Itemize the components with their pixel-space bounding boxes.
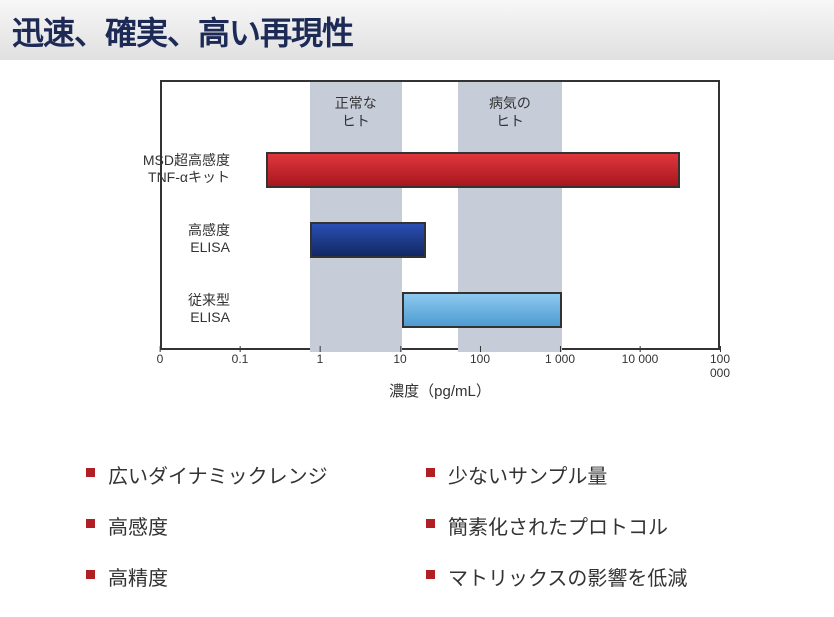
bar-msd bbox=[266, 152, 680, 188]
bar-label-hs-elisa: 高感度ELISA bbox=[80, 222, 230, 256]
bar-hs-elisa bbox=[310, 222, 426, 258]
bar-label-msd: MSD超高感度TNF-αキット bbox=[80, 152, 230, 186]
bar-row-conv-elisa bbox=[162, 292, 722, 328]
tick: 1 bbox=[317, 352, 324, 366]
bullet-item: 高精度 bbox=[86, 562, 386, 591]
bullet-item: 広いダイナミックレンジ bbox=[86, 460, 386, 489]
x-ticks: 00.11101001 00010 000100 000 bbox=[160, 352, 720, 382]
bar-row-msd bbox=[162, 152, 722, 188]
bullet-item: 高感度 bbox=[86, 511, 386, 540]
x-axis-label: 濃度（pg/mL） bbox=[160, 380, 720, 401]
tick: 0 bbox=[157, 352, 164, 366]
bullet-item: 簡素化されたプロトコル bbox=[426, 511, 726, 540]
tick: 100 000 bbox=[710, 352, 730, 380]
band-disease-label: 病気のヒト bbox=[458, 94, 562, 130]
tick: 100 bbox=[470, 352, 490, 366]
tick: 10 bbox=[393, 352, 406, 366]
band-normal-label: 正常なヒト bbox=[310, 94, 402, 130]
page-title: 迅速、確実、高い再現性 bbox=[0, 0, 834, 60]
bullet-item: 少ないサンプル量 bbox=[426, 460, 726, 489]
bullet-list-left: 広いダイナミックレンジ 高感度 高精度 bbox=[86, 460, 386, 613]
bar-conv-elisa bbox=[402, 292, 562, 328]
feature-bullets: 広いダイナミックレンジ 高感度 高精度 少ないサンプル量 簡素化されたプロトコル… bbox=[86, 460, 786, 613]
bar-row-hs-elisa bbox=[162, 222, 722, 258]
range-chart: 正常なヒト 病気のヒト MSD超高感度TNF-αキット 高感度ELISA 従来型… bbox=[160, 80, 800, 400]
bullet-item: マトリックスの影響を低減 bbox=[426, 562, 726, 591]
plot-area: 正常なヒト 病気のヒト bbox=[160, 80, 720, 350]
page: 迅速、確実、高い再現性 正常なヒト 病気のヒト MSD超高感度TNF-αキット … bbox=[0, 0, 834, 617]
bar-label-conv-elisa: 従来型ELISA bbox=[80, 292, 230, 326]
tick: 1 000 bbox=[545, 352, 575, 366]
tick: 10 000 bbox=[622, 352, 659, 366]
bullet-list-right: 少ないサンプル量 簡素化されたプロトコル マトリックスの影響を低減 bbox=[426, 460, 726, 613]
tick: 0.1 bbox=[232, 352, 249, 366]
